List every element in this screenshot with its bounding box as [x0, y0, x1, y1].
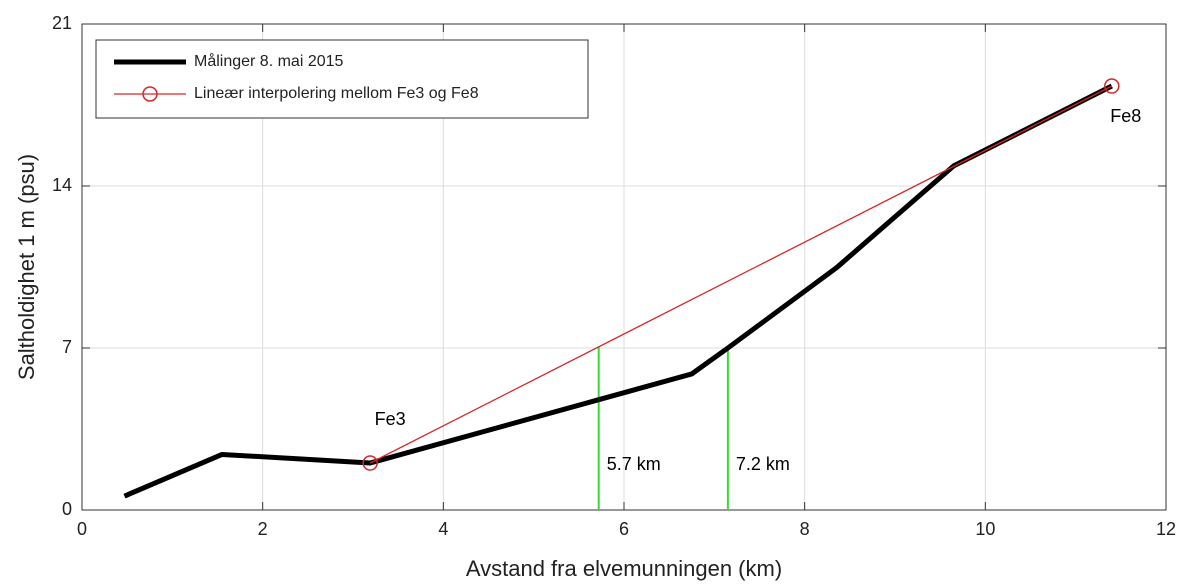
point-label: Fe3	[375, 409, 406, 429]
point-label: Fe8	[1110, 106, 1141, 126]
y-axis-label: Saltholdighet 1 m (psu)	[14, 154, 39, 380]
legend-box	[95, 39, 589, 119]
x-tick-label: 4	[438, 519, 448, 539]
x-tick-label: 0	[77, 519, 87, 539]
y-tick-label: 21	[52, 13, 72, 33]
x-tick-label: 6	[619, 519, 629, 539]
plot-frame	[81, 23, 1167, 511]
x-tick-label: 10	[975, 519, 995, 539]
legend-marker	[142, 86, 158, 102]
x-axis-label: Avstand fra elvemunningen (km)	[466, 556, 782, 581]
series-line	[369, 85, 1113, 464]
point-marker	[1104, 78, 1120, 94]
x-tick-label: 12	[1156, 519, 1176, 539]
y-tick-label: 14	[52, 175, 72, 195]
legend-label: Lineær interpolering mellom Fe3 og Fe8	[194, 85, 479, 102]
point-marker	[362, 455, 378, 471]
marker-label: 7.2 km	[736, 454, 790, 474]
x-tick-label: 2	[258, 519, 268, 539]
marker-label: 5.7 km	[607, 454, 661, 474]
y-tick-label: 7	[62, 337, 72, 357]
legend-label: Målinger 8. mai 2015	[194, 52, 344, 70]
y-tick-label: 0	[62, 499, 72, 519]
x-tick-label: 8	[800, 519, 810, 539]
series-line	[123, 83, 1113, 499]
